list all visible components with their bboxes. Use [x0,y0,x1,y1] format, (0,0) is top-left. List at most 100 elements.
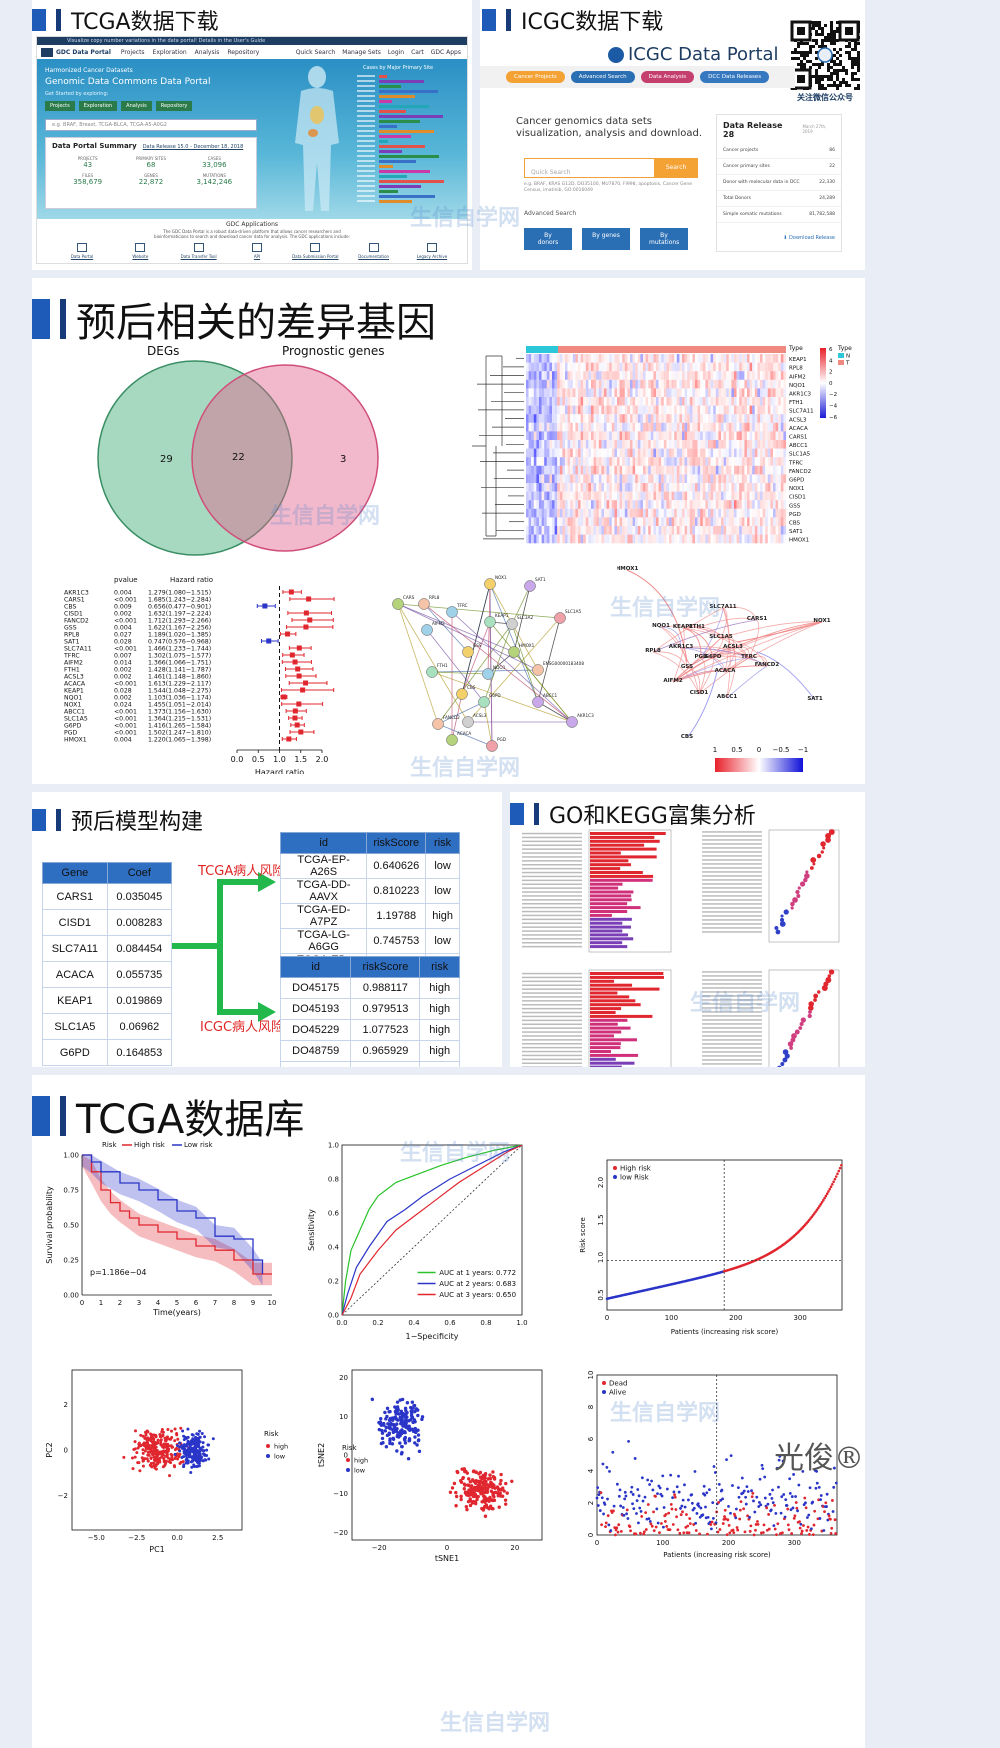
risk-legend-low-swatch [613,1175,617,1179]
enrich-bar [590,987,660,991]
icgc-advanced-search[interactable]: Advanced Search [524,210,577,217]
ppi-node [532,664,544,676]
forest-hr: 1.613(1.229−2.117) [148,681,211,688]
corr-gene-label: ACSL3 [723,644,743,650]
risk-xlabel: Patients (increasing risk score) [671,1328,779,1336]
icgc-by-button[interactable]: By mutations [640,228,688,250]
corr-gene-label: HMOX1 [617,566,638,572]
gdc-chart-label [357,115,375,117]
enrich-bubble [822,846,826,850]
tsne-xtick: 20 [510,1544,519,1552]
forest-pvalue: 0.028 [114,688,132,695]
enrich-term-label [522,860,582,862]
enrich-bar [590,1038,637,1042]
gdc-stat[interactable]: PRIMARY SITES 68 [119,156,182,169]
enrich-bar [590,1061,635,1065]
risk-legend-high-swatch [613,1166,617,1170]
icgc-search-box[interactable]: Quick Search [524,158,656,178]
gdc-nav-right-item[interactable]: Login [387,48,405,56]
gdc-stat[interactable]: FILES 358,679 [56,173,119,186]
gdc-app[interactable]: API [232,243,282,259]
gdc-nav-right-item[interactable]: Cart [411,48,424,56]
enrich-bar [590,1003,641,1007]
gdc-app[interactable]: Documentation [349,243,399,259]
gdc-nav-item[interactable]: Repository [227,48,260,56]
enrich-term-label [522,891,582,893]
enrich-bar-frame [588,969,672,1067]
enrich-term-label [522,1035,582,1037]
icgc-nav-item[interactable]: DCC Data Releases [700,71,770,83]
icgc-nav-item[interactable]: Data Analysis [640,71,695,83]
enrich-term-label [522,848,582,850]
flow-arrows [172,872,276,1022]
pca-frame [71,1369,243,1531]
gdc-stat[interactable]: MUTATIONS 3,142,246 [183,173,246,186]
gdc-app[interactable]: Data Submission Portal [290,243,340,259]
gdc-app[interactable]: Data Portal [57,243,107,259]
icgc-logo-icon [608,46,624,63]
gdc-stat-value: 43 [83,161,93,169]
table-cell: DO48759 [279,1040,352,1062]
enrich-bubble [808,1010,812,1014]
gdc-summary-link[interactable]: Data Release 15.0 - December 18, 2018 [142,144,244,150]
icgc-logo[interactable]: ICGC Data Portal [608,44,779,65]
risk-curve-plot: High risk low Risk 0 100 200 300 0.5 1.0 1.5 2.0 P… [567,1150,852,1350]
gdc-nav-item[interactable]: Analysis [194,48,220,56]
gdc-logo[interactable]: GDC Data Portal [41,47,111,57]
venn-left-only: 29 [160,454,173,465]
icgc-nav-item[interactable]: Advanced Search [570,71,635,83]
icgc-by-button[interactable]: By genes [582,228,630,250]
enrichment-charts [522,829,840,1067]
gdc-nav-item[interactable]: Exploration [152,48,187,56]
enrich-bar [590,839,660,843]
tsne-ytick: 10 [339,1413,348,1421]
icgc-nav-item[interactable]: Cancer Projects [506,71,565,83]
gdc-chart-bar [379,150,402,153]
corr-edge [652,619,758,653]
gdc-nav-right-item[interactable]: Manage Sets [342,48,381,56]
gdc-search-input[interactable]: e.g. BRAF, Breast, TCGA-BLCA, TCGA-A5-A0… [45,119,257,131]
pca-legend-low: low [274,1453,286,1461]
ppi-edge [511,623,539,703]
icgc-by-button[interactable]: By donors [524,228,572,250]
forest-pvalue: 0.014 [114,660,132,667]
tsne-xtick: 0 [445,1544,449,1552]
icgc-download-release[interactable]: ⬇ Download Release [783,235,835,241]
gdc-nav-right-item[interactable]: GDC Apps [430,48,461,56]
enrich-bubble-frame [768,829,840,943]
gdc-stat-label: GENES [144,173,158,178]
gdc-nav-right-item[interactable]: Quick Search [295,48,336,56]
forest-pvalue: <0.001 [114,646,137,653]
gdc-stat[interactable]: PROJECTS 43 [56,156,119,169]
table-header: risk [425,832,460,854]
ppi-node [506,618,518,630]
gdc-hero-button[interactable]: Repository [155,101,193,111]
ppi-node [482,668,494,680]
gdc-hero-button[interactable]: Projects [45,101,75,111]
forest-gene: PGD [64,730,78,737]
heatmap-gene-label: PGD [789,512,801,518]
gdc-hero-button[interactable]: Exploration [78,101,118,111]
forest-point [295,666,301,672]
gdc-hero-sub: Get Started by exploring: [45,91,109,97]
gdc-app[interactable]: Website [115,243,165,259]
forest-gene: AIFM2 [64,660,83,667]
gdc-app[interactable]: Legacy Archive [407,243,457,259]
enrich-bubble [816,853,822,859]
gdc-nav-item[interactable]: Projects [120,48,145,56]
km-legend-title: Risk [102,1141,117,1149]
gdc-stat[interactable]: GENES 22,872 [119,173,182,186]
heatmap-gene-label: NQO1 [789,383,805,389]
gdc-app[interactable]: Data Transfer Tool [174,243,224,259]
enrichment-title: GO和KEGG富集分析 [510,798,756,830]
forest-hr: 1.364(1.215−1.531) [148,716,211,723]
forest-point [307,617,313,623]
qr-caption: 关注微信公众号 [797,93,853,102]
corr-gene-label: KEAP1 [673,624,693,630]
gdc-hero-button[interactable]: Analysis [121,101,152,111]
ppi-edge [423,603,573,723]
gdc-stat[interactable]: CASES 33,096 [183,156,246,169]
tsne-ytick: 0 [344,1452,348,1460]
icgc-search-button[interactable]: Search [654,158,698,178]
ppi-node [484,578,496,590]
